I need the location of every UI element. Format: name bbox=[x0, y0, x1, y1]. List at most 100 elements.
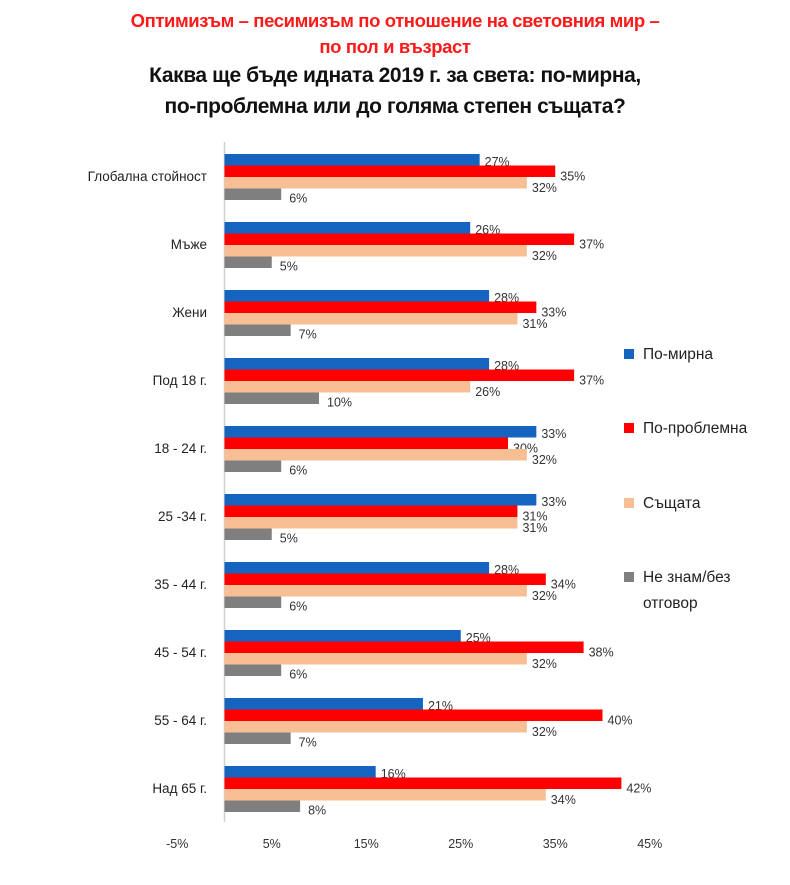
bar-1 bbox=[224, 573, 546, 585]
data-label: 16% bbox=[381, 767, 406, 781]
x-tick-label: 35% bbox=[543, 837, 568, 851]
bar-1 bbox=[224, 437, 508, 449]
data-label: 34% bbox=[551, 577, 576, 591]
bar-0 bbox=[224, 290, 490, 302]
data-label: 38% bbox=[589, 645, 614, 659]
bar-2 bbox=[224, 653, 527, 665]
bar-3 bbox=[224, 460, 282, 472]
chart-subtitle-line-2: по-проблемна или до голяма степен същата… bbox=[164, 95, 626, 118]
data-label: 21% bbox=[428, 699, 453, 713]
legend-swatch-0 bbox=[624, 349, 634, 359]
data-label: 26% bbox=[475, 385, 500, 399]
bar-2 bbox=[224, 245, 527, 257]
bar-3 bbox=[224, 664, 282, 676]
data-label: 37% bbox=[579, 373, 604, 387]
bar-1 bbox=[224, 369, 575, 381]
bar-1 bbox=[224, 301, 537, 313]
bar-3 bbox=[224, 732, 291, 744]
bar-1 bbox=[224, 641, 584, 653]
data-label: 28% bbox=[494, 291, 519, 305]
chart-title: Оптимизъм – песимизъм по отношение на св… bbox=[0, 8, 790, 60]
data-label: 33% bbox=[541, 305, 566, 319]
data-label: 37% bbox=[579, 237, 604, 251]
legend-swatch-2 bbox=[624, 498, 634, 508]
legend-label: Не знам/без bbox=[643, 569, 730, 586]
data-label: 6% bbox=[289, 463, 307, 477]
bar-2 bbox=[224, 177, 527, 189]
data-label: 32% bbox=[532, 249, 557, 263]
data-label: 42% bbox=[626, 781, 651, 795]
data-label: 7% bbox=[299, 735, 317, 749]
data-label: 5% bbox=[280, 531, 298, 545]
x-tick-label: 5% bbox=[263, 837, 281, 851]
legend-label: По-проблемна bbox=[643, 420, 748, 437]
bar-0 bbox=[224, 698, 423, 710]
x-tick-label: 15% bbox=[354, 837, 379, 851]
data-label: 10% bbox=[327, 395, 352, 409]
bar-1 bbox=[224, 165, 556, 177]
data-label: 40% bbox=[608, 713, 633, 727]
data-label: 5% bbox=[280, 259, 298, 273]
data-label: 35% bbox=[560, 169, 585, 183]
bar-0 bbox=[224, 562, 490, 574]
legend-label: отговор bbox=[643, 595, 698, 612]
x-tick-label: 45% bbox=[637, 837, 662, 851]
bar-0 bbox=[224, 766, 376, 778]
bar-3 bbox=[224, 596, 282, 608]
data-label: 25% bbox=[466, 631, 491, 645]
bar-3 bbox=[224, 800, 301, 812]
bar-0 bbox=[224, 154, 480, 166]
bar-2 bbox=[224, 721, 527, 733]
bar-0 bbox=[224, 222, 471, 234]
bar-1 bbox=[224, 709, 603, 721]
data-label: 6% bbox=[289, 191, 307, 205]
data-label: 6% bbox=[289, 667, 307, 681]
data-label: 28% bbox=[494, 359, 519, 373]
category-label: 55 - 64 г. bbox=[154, 713, 207, 728]
data-label: 8% bbox=[308, 803, 326, 817]
category-label: 45 - 54 г. bbox=[154, 645, 207, 660]
category-label: Мъже bbox=[171, 237, 207, 252]
chart-subtitle-line-1: Каква ще бъде идната 2019 г. за света: п… bbox=[149, 64, 641, 87]
data-label: 32% bbox=[532, 657, 557, 671]
bar-2 bbox=[224, 449, 527, 461]
bar-3 bbox=[224, 256, 272, 268]
bar-1 bbox=[224, 233, 575, 245]
chart-title-line-2: по пол и възраст bbox=[319, 36, 471, 57]
category-label: 25 -34 г. bbox=[158, 509, 207, 524]
bar-3 bbox=[224, 528, 272, 540]
chart-subtitle: Каква ще бъде идната 2019 г. за света: п… bbox=[0, 60, 790, 122]
bar-2 bbox=[224, 789, 546, 801]
data-label: 28% bbox=[494, 563, 519, 577]
data-label: 6% bbox=[289, 599, 307, 613]
data-label: 32% bbox=[532, 453, 557, 467]
category-label: 35 - 44 г. bbox=[154, 577, 207, 592]
bar-2 bbox=[224, 381, 471, 393]
data-label: 26% bbox=[475, 223, 500, 237]
bar-1 bbox=[224, 777, 622, 789]
legend-swatch-1 bbox=[624, 423, 634, 433]
data-label: 31% bbox=[522, 509, 547, 523]
legend-swatch-3 bbox=[624, 572, 634, 582]
data-label: 32% bbox=[532, 589, 557, 603]
bar-2 bbox=[224, 585, 527, 597]
bar-3 bbox=[224, 392, 319, 404]
x-tick-label: -5% bbox=[166, 837, 188, 851]
data-label: 33% bbox=[541, 427, 566, 441]
category-label: 18 - 24 г. bbox=[154, 441, 207, 456]
bar-3 bbox=[224, 188, 282, 200]
chart-title-line-1: Оптимизъм – песимизъм по отношение на св… bbox=[130, 10, 660, 31]
data-label: 27% bbox=[485, 155, 510, 169]
category-label: Над 65 г. bbox=[152, 781, 207, 796]
bar-0 bbox=[224, 630, 461, 642]
legend-label: Същата bbox=[643, 495, 701, 512]
category-label: Жени bbox=[172, 305, 207, 320]
bar-2 bbox=[224, 517, 518, 529]
bar-0 bbox=[224, 494, 537, 506]
legend-label: По-мирна bbox=[643, 346, 713, 363]
data-label: 31% bbox=[522, 317, 547, 331]
data-label: 33% bbox=[541, 495, 566, 509]
category-label: Под 18 г. bbox=[153, 373, 207, 388]
data-label: 7% bbox=[299, 327, 317, 341]
